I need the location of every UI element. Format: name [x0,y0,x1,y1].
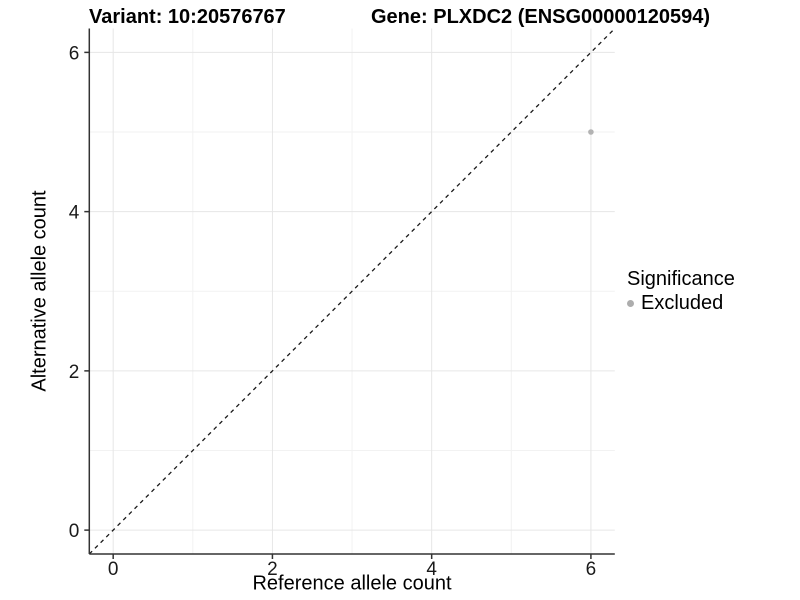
legend-title: Significance [627,268,735,290]
y-tick-label: 4 [69,203,80,224]
y-tick-label: 6 [69,43,80,64]
legend-entry-excluded: Excluded [627,292,735,315]
x-tick-label: 0 [108,559,119,580]
x-axis-title: Reference allele count [252,572,452,595]
legend-key-dot-icon [627,300,634,307]
identity-reference-line [88,28,616,555]
legend: Significance Excluded [627,268,735,315]
legend-entry-label: Excluded [641,292,724,314]
x-tick-label: 4 [426,559,437,580]
y-tick-label: 2 [69,362,80,383]
x-tick-label: 2 [267,559,278,580]
plot-title-variant: Variant: 10:20576767 [89,6,286,28]
x-tick-label: 6 [586,559,597,580]
y-tick-label: 0 [69,521,80,542]
plot-title-gene: Gene: PLXDC2 (ENSG00000120594) [371,6,711,28]
data-point [588,129,594,135]
